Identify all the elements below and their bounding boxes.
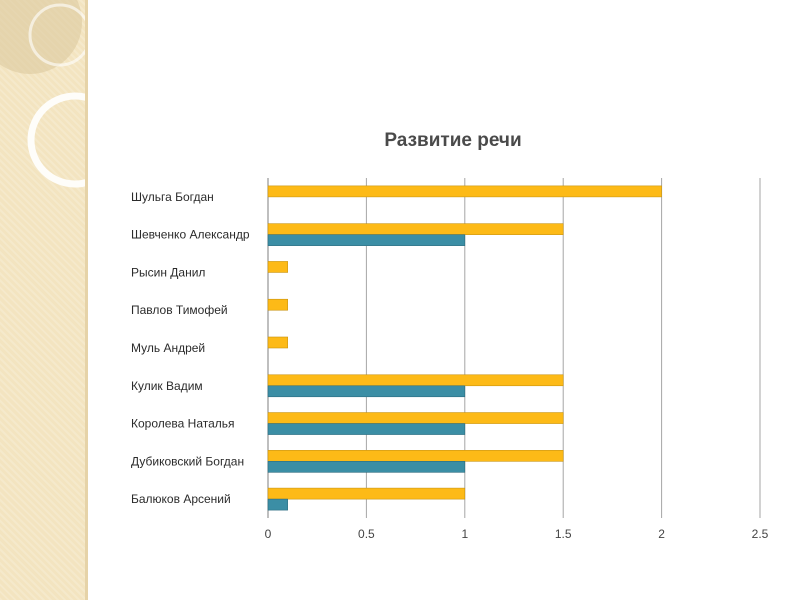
category-label: Королева Наталья — [131, 417, 235, 431]
bar-series-1 — [267, 261, 288, 273]
x-tick-labels: 0 0.5 1 1.5 2 2.5 — [265, 527, 769, 541]
bar-series-2 — [267, 498, 288, 511]
x-tick-label: 1.5 — [555, 527, 572, 541]
bar-series-2 — [267, 385, 466, 398]
category-label: Шевченко Александр — [131, 228, 250, 242]
bar-series-1 — [267, 487, 466, 500]
bar-series-1 — [267, 412, 564, 424]
bar-series-1 — [267, 374, 564, 387]
category-label: Шульга Богдан — [131, 190, 214, 204]
x-tick-label: 2 — [658, 527, 665, 541]
category-label: Балюков Арсений — [131, 492, 231, 506]
bars — [267, 185, 662, 511]
category-label: Муль Андрей — [131, 341, 205, 355]
bar-series-2 — [267, 461, 466, 473]
bar-series-1 — [267, 298, 288, 311]
bar-series-2 — [267, 423, 466, 435]
x-tick-label: 1 — [461, 527, 468, 541]
bar-series-2 — [267, 234, 466, 246]
x-tick-label: 0.5 — [358, 527, 375, 541]
decorative-side-band — [0, 0, 88, 600]
category-label: Дубиковский Богдан — [131, 454, 244, 468]
bar-series-1 — [267, 185, 662, 198]
category-label: Кулик Вадим — [131, 379, 203, 393]
x-tick-label: 0 — [265, 527, 272, 541]
category-labels: Шульга Богдан Шевченко Александр Рысин Дан… — [131, 190, 250, 506]
x-tick-label: 2.5 — [752, 527, 769, 541]
category-label: Павлов Тимофей — [131, 303, 228, 317]
decorative-circles — [0, 0, 88, 188]
bar-series-1 — [267, 223, 564, 235]
category-label: Рысин Данил — [131, 265, 205, 279]
bar-series-1 — [267, 336, 288, 349]
chart-title: Развитие речи — [384, 130, 521, 151]
bar-series-1 — [267, 450, 564, 462]
